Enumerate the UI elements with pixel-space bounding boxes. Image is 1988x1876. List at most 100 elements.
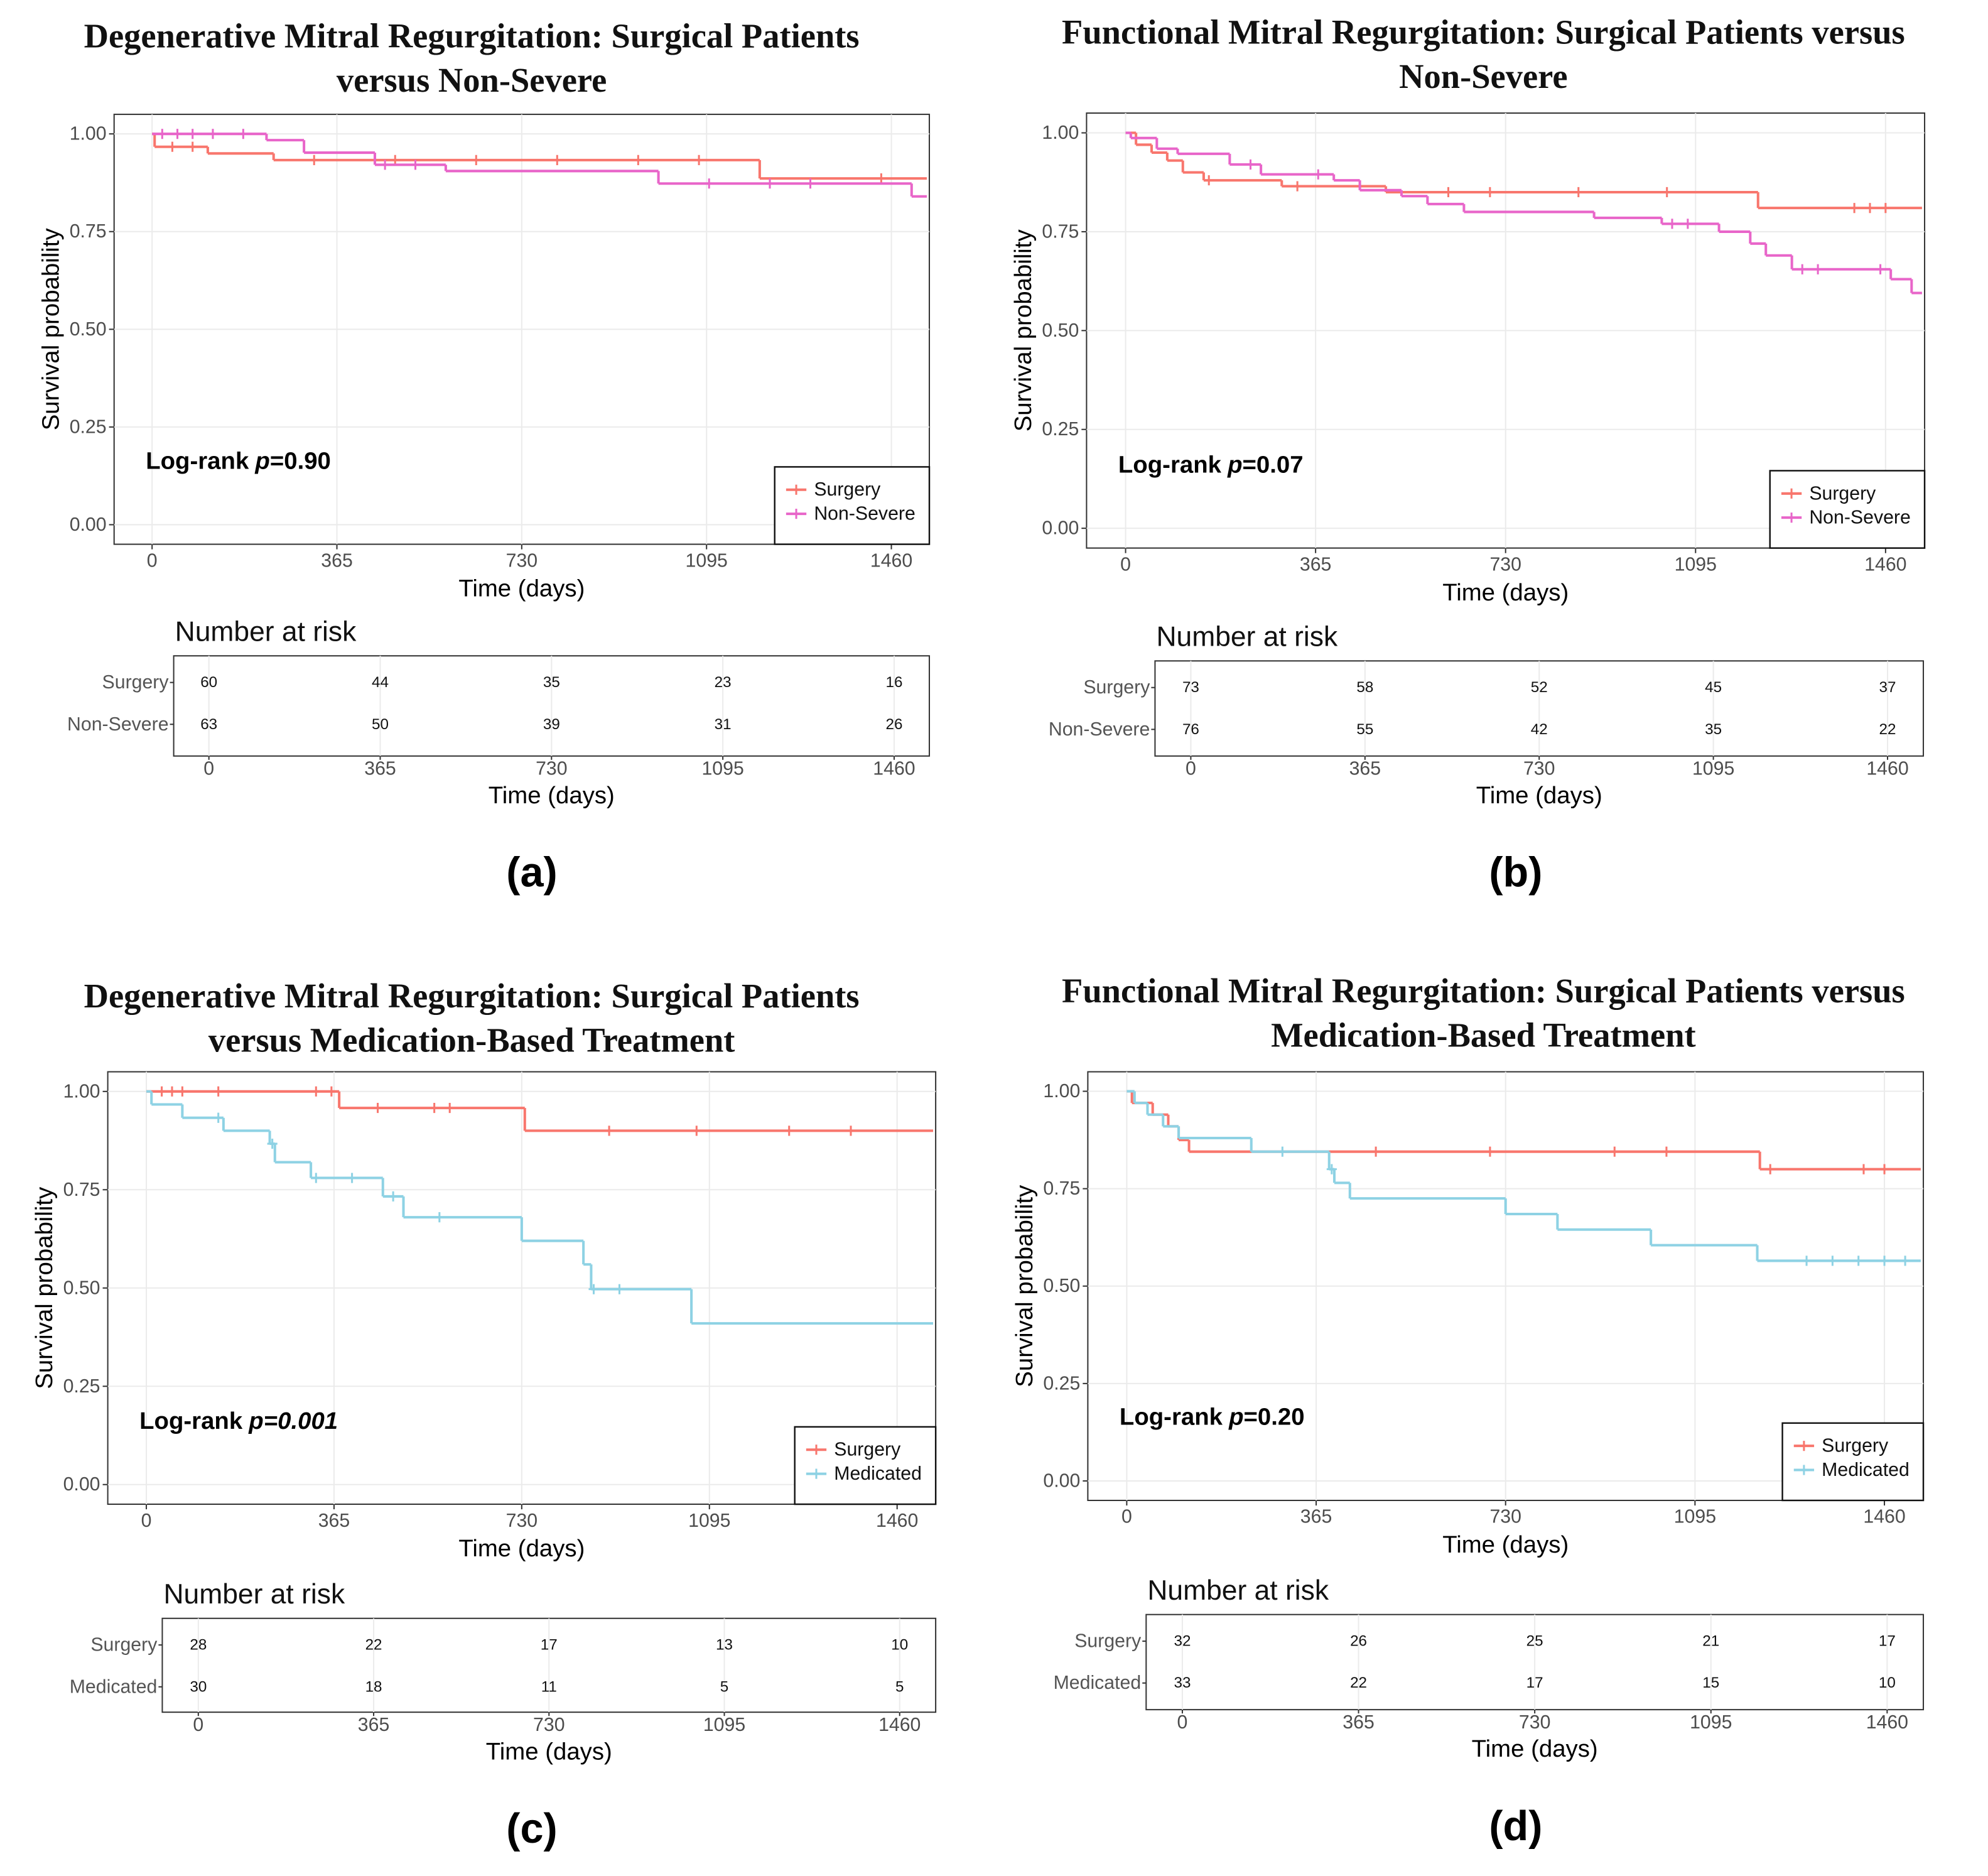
- censor-mark: [311, 1173, 321, 1183]
- chart-title: Medication-Based Treatment: [1271, 1016, 1696, 1054]
- censor-mark: [1879, 1164, 1890, 1174]
- censor-mark: [1849, 203, 1860, 214]
- risk-count: 21: [1702, 1633, 1719, 1650]
- annotation: Log-rank p=0.07: [1118, 451, 1304, 478]
- risk-count: 26: [1350, 1633, 1367, 1650]
- censor-mark: [805, 178, 816, 189]
- y-tick-label: 1.00: [63, 1081, 100, 1102]
- x-tick-label: 730: [1519, 1712, 1551, 1733]
- censor-mark: [166, 1086, 178, 1097]
- censor-mark: [1292, 181, 1303, 192]
- x-tick-label: 365: [1342, 1712, 1375, 1733]
- x-tick-label: 365: [1349, 758, 1381, 779]
- risk-row-label: Non-Severe: [1049, 719, 1150, 740]
- x-tick-label: 0: [141, 1510, 152, 1531]
- legend: [1769, 470, 1926, 549]
- censor-mark: [614, 1284, 625, 1294]
- censor-mark: [552, 155, 563, 165]
- risk-count: 35: [1705, 721, 1722, 738]
- risk-row-label: Non-Severe: [67, 714, 169, 735]
- censor-mark: [1443, 187, 1454, 198]
- x-axis-title: Time (days): [486, 1738, 612, 1765]
- risk-row-label: Medicated: [1054, 1673, 1142, 1693]
- risk-count: 17: [1879, 1633, 1896, 1650]
- annotation-value: =0.20: [1244, 1403, 1305, 1430]
- risk-count: 13: [716, 1637, 733, 1654]
- x-tick-label: 0: [1186, 758, 1196, 779]
- risk-count: 23: [715, 674, 732, 691]
- y-tick-label: 1.00: [1042, 122, 1079, 143]
- censor-mark: [388, 1191, 399, 1202]
- censor-mark: [1682, 219, 1693, 229]
- x-tick-label: 730: [1489, 1507, 1521, 1527]
- censor-mark: [434, 1212, 445, 1223]
- legend: [794, 1426, 937, 1505]
- censor-mark: [1484, 187, 1495, 198]
- annotation-label: Log-rank: [139, 1407, 243, 1434]
- censor-mark: [604, 1125, 615, 1136]
- annotation-p: p: [254, 447, 269, 474]
- censor-mark: [390, 155, 401, 165]
- y-tick-label: 0.25: [63, 1376, 100, 1397]
- censor-mark: [267, 1138, 278, 1149]
- legend-label: Surgery: [834, 1440, 901, 1460]
- x-tick-label: 1460: [1866, 758, 1908, 779]
- censor-mark: [1853, 1255, 1864, 1266]
- censor-mark: [1864, 203, 1876, 214]
- x-tick-label: 0: [1120, 554, 1131, 575]
- x-tick-label: 0: [1121, 1507, 1132, 1527]
- risk-count: 60: [200, 674, 217, 691]
- censor-mark: [1900, 1255, 1911, 1266]
- x-tick-label: 365: [364, 758, 396, 779]
- censor-mark: [1797, 264, 1808, 274]
- censor-mark: [1667, 219, 1678, 229]
- annotation-value: =0.001: [264, 1407, 338, 1434]
- y-axis-title: Survival probability: [31, 1186, 58, 1389]
- censor-mark: [694, 155, 705, 165]
- y-tick-label: 0.00: [63, 1474, 100, 1495]
- censor-mark: [691, 1125, 702, 1136]
- risk-table-title: Number at risk: [1156, 621, 1338, 652]
- chart-title: Degenerative Mitral Regurgitation: Surgi…: [84, 16, 860, 55]
- risk-count: 22: [1879, 721, 1896, 738]
- x-tick-label: 1460: [878, 1715, 921, 1735]
- risk-count: 11: [541, 1678, 557, 1695]
- x-tick-label: 730: [533, 1715, 565, 1735]
- risk-count: 50: [372, 716, 389, 733]
- censor-mark: [172, 129, 183, 139]
- x-axis-title: Time (days): [1442, 1531, 1569, 1558]
- censor-mark: [1661, 1146, 1672, 1157]
- x-tick-label: 1460: [1863, 1507, 1905, 1527]
- x-tick-label: 730: [536, 758, 568, 779]
- chart-title: Degenerative Mitral Regurgitation: Surgi…: [84, 977, 860, 1015]
- risk-count: 16: [885, 674, 902, 691]
- censor-mark: [1661, 187, 1672, 198]
- y-tick-label: 0.25: [1042, 419, 1079, 440]
- risk-count: 15: [1702, 1674, 1719, 1691]
- risk-count: 10: [891, 1637, 908, 1654]
- risk-count: 31: [715, 716, 732, 733]
- chart-title: versus Medication-Based Treatment: [208, 1021, 735, 1060]
- legend-label: Medicated: [1822, 1460, 1910, 1480]
- risk-count: 35: [543, 674, 560, 691]
- risk-count: 10: [1879, 1674, 1896, 1691]
- risk-row-label: Medicated: [70, 1676, 158, 1697]
- x-tick-label: 1460: [876, 1510, 918, 1531]
- x-tick-label: 0: [1177, 1712, 1188, 1733]
- y-tick-label: 0.75: [70, 221, 107, 242]
- legend-label: Surgery: [1809, 483, 1876, 504]
- y-tick-label: 0.25: [70, 416, 107, 437]
- annotation: Log-rank p=0.20: [1120, 1403, 1305, 1430]
- x-tick-label: 1095: [1674, 1507, 1716, 1527]
- y-tick-label: 0.25: [1043, 1373, 1080, 1394]
- risk-count: 22: [365, 1637, 382, 1654]
- risk-count: 63: [200, 716, 217, 733]
- x-axis-title: Time (days): [489, 782, 615, 809]
- y-axis-title: Survival probability: [1010, 229, 1037, 432]
- annotation-p: p: [248, 1407, 263, 1434]
- censor-mark: [1313, 169, 1324, 180]
- x-tick-label: 730: [506, 1510, 538, 1531]
- censor-mark: [167, 141, 178, 152]
- risk-row-label: Surgery: [1074, 1631, 1142, 1652]
